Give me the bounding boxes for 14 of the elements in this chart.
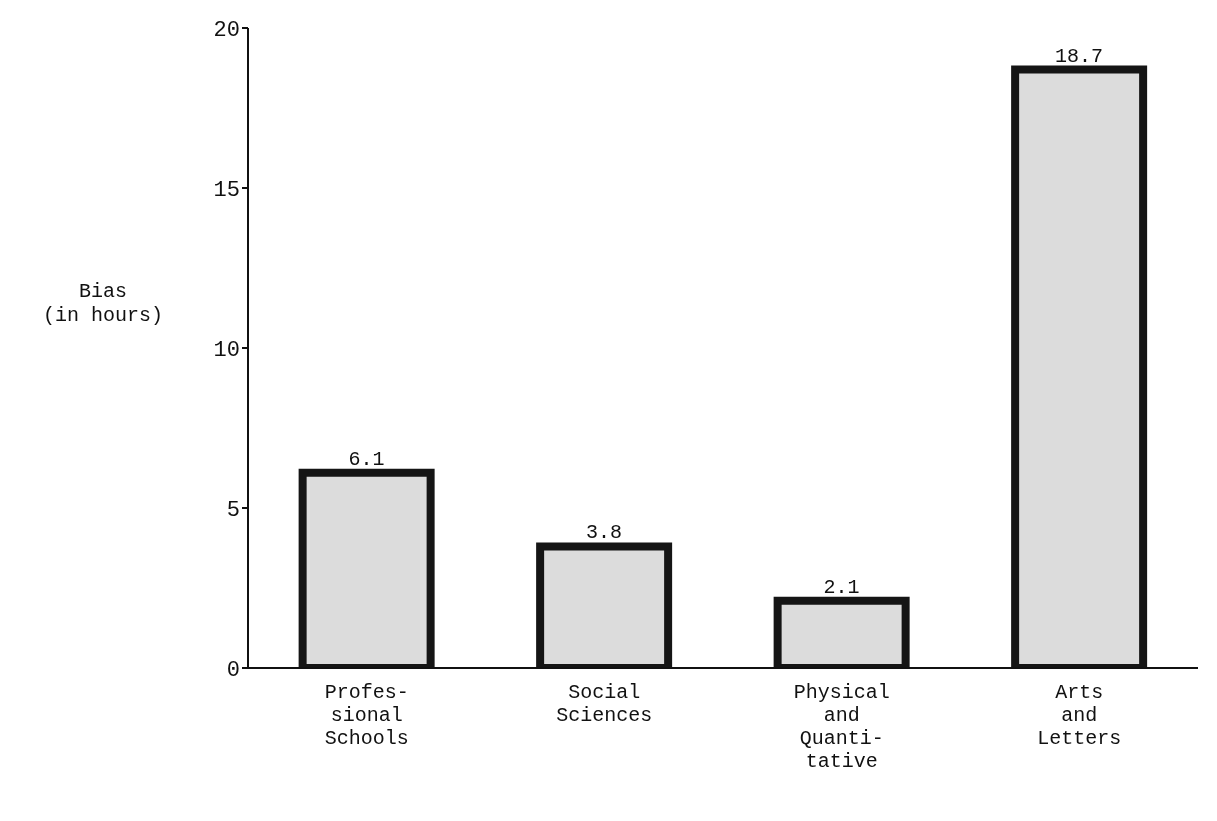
y-tick-label: 5 bbox=[226, 497, 240, 523]
y-axis-title: Bias (in hours) bbox=[42, 279, 164, 327]
x-tick-label: Profes- sional Schools bbox=[324, 681, 409, 750]
x-tick-label: Social Sciences bbox=[556, 681, 653, 727]
x-tick-label: Physical and Quanti- tative bbox=[793, 681, 890, 773]
y-tick-label: 10 bbox=[213, 337, 240, 363]
data-label: 3.8 bbox=[586, 521, 623, 545]
y-tick-label: 0 bbox=[226, 657, 240, 683]
x-tick-label: Arts and Letters bbox=[1037, 681, 1122, 750]
data-label: 18.7 bbox=[1055, 44, 1104, 68]
data-label: 6.1 bbox=[348, 447, 385, 471]
y-tick-label: 20 bbox=[213, 17, 240, 43]
y-tick-label: 15 bbox=[213, 177, 240, 203]
data-label: 2.1 bbox=[823, 575, 860, 599]
